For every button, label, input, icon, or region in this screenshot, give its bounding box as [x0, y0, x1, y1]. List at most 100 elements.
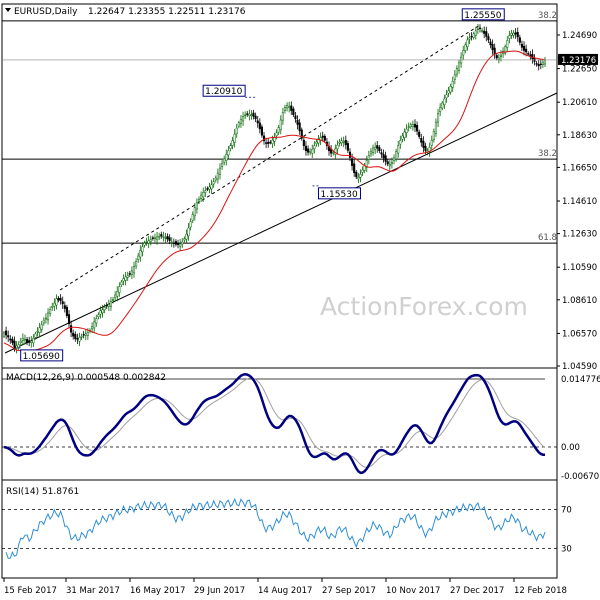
candle-body: [401, 135, 404, 140]
candle-body: [124, 276, 127, 281]
candle-body: [76, 338, 79, 340]
candle-body: [527, 53, 530, 55]
watermark: ActionForex.com: [320, 292, 528, 321]
price-tick-label: 1.14610: [562, 197, 597, 207]
candle-body: [176, 243, 180, 245]
candle-body: [158, 236, 161, 238]
price-tick-label: 1.08610: [562, 296, 597, 306]
candle-body: [46, 312, 50, 321]
candle-body: [225, 154, 228, 161]
fib-label: 38.2: [538, 11, 557, 21]
candle-body: [109, 301, 112, 307]
candle-body: [512, 32, 515, 36]
candle-body: [206, 188, 209, 190]
candle-body: [351, 158, 354, 166]
candle-body: [17, 344, 20, 348]
candle-body: [344, 139, 347, 146]
candle-body: [67, 314, 71, 325]
candle-body: [19, 340, 22, 343]
candle-body: [508, 35, 511, 39]
candle-body: [57, 298, 60, 301]
candle-body: [197, 198, 201, 202]
candle-body: [378, 147, 381, 152]
candle-body: [65, 306, 68, 317]
key-level-label: 1.05690: [23, 352, 60, 362]
candle-body: [504, 46, 507, 54]
candle-body: [21, 337, 24, 341]
candle-body: [116, 290, 119, 297]
candle-body: [193, 207, 196, 217]
key-level-labels: 1.05690 1.20910 1.15530 1.25550: [14, 8, 515, 362]
key-level-box: [317, 187, 361, 200]
candle-body: [162, 236, 165, 238]
candle-body: [281, 112, 284, 121]
candle-body: [451, 81, 454, 88]
candle-body: [248, 113, 251, 117]
candle-body: [338, 141, 341, 144]
candle-body: [468, 37, 471, 40]
candle-body: [441, 102, 444, 109]
candle-body: [353, 163, 356, 173]
candle-body: [283, 107, 287, 111]
key-level-label: 1.15530: [320, 190, 357, 200]
candle-body: [481, 30, 484, 32]
candle-body: [212, 181, 215, 185]
candle-body: [128, 273, 131, 275]
candle-body: [149, 239, 152, 242]
candle-body: [181, 241, 184, 245]
candle-body: [239, 119, 242, 124]
candle-body: [168, 237, 171, 241]
candle-body: [2, 332, 6, 337]
key-level-box: [461, 8, 505, 21]
candle-body: [246, 113, 249, 115]
price-tick-label: 1.16650: [562, 163, 597, 173]
candle-body: [145, 241, 148, 243]
rsi-axis: 70 30: [561, 505, 572, 554]
candle-body: [130, 270, 133, 275]
candle-body: [70, 325, 73, 333]
candle-body: [403, 131, 406, 138]
candle-body: [361, 169, 364, 173]
candle-body: [340, 140, 343, 144]
macd-tick-label: 0.014776: [561, 375, 600, 385]
candle-body: [437, 113, 440, 123]
rsi-tick-label: 70: [561, 505, 572, 515]
candle-body: [307, 148, 310, 153]
candle-body: [114, 294, 117, 299]
candle-body: [202, 192, 205, 198]
candle-body: [397, 145, 400, 154]
candle-body: [279, 119, 282, 130]
candle-body: [267, 141, 270, 144]
price-tick-label: 1.06570: [562, 329, 597, 339]
candle-body: [55, 298, 58, 306]
rsi-label: RSI(14) 51.8761: [6, 487, 79, 497]
candle-body: [49, 309, 52, 314]
candle-body: [233, 133, 236, 143]
candle-body: [485, 31, 488, 37]
candle-body: [516, 32, 519, 38]
date-axis: 15 Feb 2017 31 Mar 2017 16 May 2017 29 Jun …: [3, 578, 567, 596]
lower-trend-line: [4, 92, 558, 354]
candle-body: [531, 54, 534, 59]
candle-body: [413, 123, 417, 128]
macd-tick-label: 0.00: [561, 443, 580, 453]
macd-axis: 0.014776 0.00 -0.006705: [561, 375, 600, 482]
candle-body: [210, 184, 213, 190]
macd-tick-label: -0.006705: [561, 472, 600, 482]
candle-body: [466, 39, 469, 48]
date-tick-label: 16 May 2017: [130, 586, 185, 596]
candle-body: [506, 40, 509, 48]
candle-body: [537, 64, 540, 67]
upper-channel-line: [59, 24, 481, 291]
candle-body: [407, 126, 410, 128]
candle-body: [298, 122, 301, 132]
price-tick-label: 1.10590: [562, 263, 597, 273]
candle-body: [221, 163, 224, 167]
date-tick-label: 10 Nov 2017: [386, 586, 440, 596]
candle-body: [160, 234, 163, 237]
price-axis: 1.24690 1.22650 1.20610 1.18630 1.16650 1.146…: [557, 31, 597, 372]
price-tick-label: 1.24690: [562, 31, 597, 41]
candle-body: [208, 186, 211, 190]
candle-body: [59, 297, 62, 301]
